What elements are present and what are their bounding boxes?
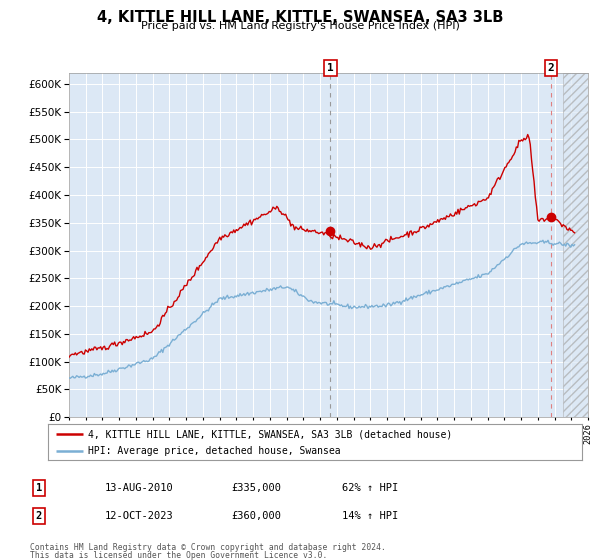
Text: 13-AUG-2010: 13-AUG-2010	[105, 483, 174, 493]
Text: This data is licensed under the Open Government Licence v3.0.: This data is licensed under the Open Gov…	[30, 551, 328, 560]
Text: 1: 1	[327, 63, 334, 73]
Text: Price paid vs. HM Land Registry's House Price Index (HPI): Price paid vs. HM Land Registry's House …	[140, 21, 460, 31]
Text: £335,000: £335,000	[231, 483, 281, 493]
Text: 1: 1	[36, 483, 42, 493]
Text: 14% ↑ HPI: 14% ↑ HPI	[342, 511, 398, 521]
Text: Contains HM Land Registry data © Crown copyright and database right 2024.: Contains HM Land Registry data © Crown c…	[30, 543, 386, 552]
Text: £360,000: £360,000	[231, 511, 281, 521]
Text: 62% ↑ HPI: 62% ↑ HPI	[342, 483, 398, 493]
Text: 2: 2	[548, 63, 554, 73]
Text: HPI: Average price, detached house, Swansea: HPI: Average price, detached house, Swan…	[88, 446, 341, 456]
Bar	[563, 73, 588, 417]
Text: 2: 2	[36, 511, 42, 521]
Text: 4, KITTLE HILL LANE, KITTLE, SWANSEA, SA3 3LB: 4, KITTLE HILL LANE, KITTLE, SWANSEA, SA…	[97, 10, 503, 25]
Text: 4, KITTLE HILL LANE, KITTLE, SWANSEA, SA3 3LB (detached house): 4, KITTLE HILL LANE, KITTLE, SWANSEA, SA…	[88, 429, 452, 439]
Text: 12-OCT-2023: 12-OCT-2023	[105, 511, 174, 521]
